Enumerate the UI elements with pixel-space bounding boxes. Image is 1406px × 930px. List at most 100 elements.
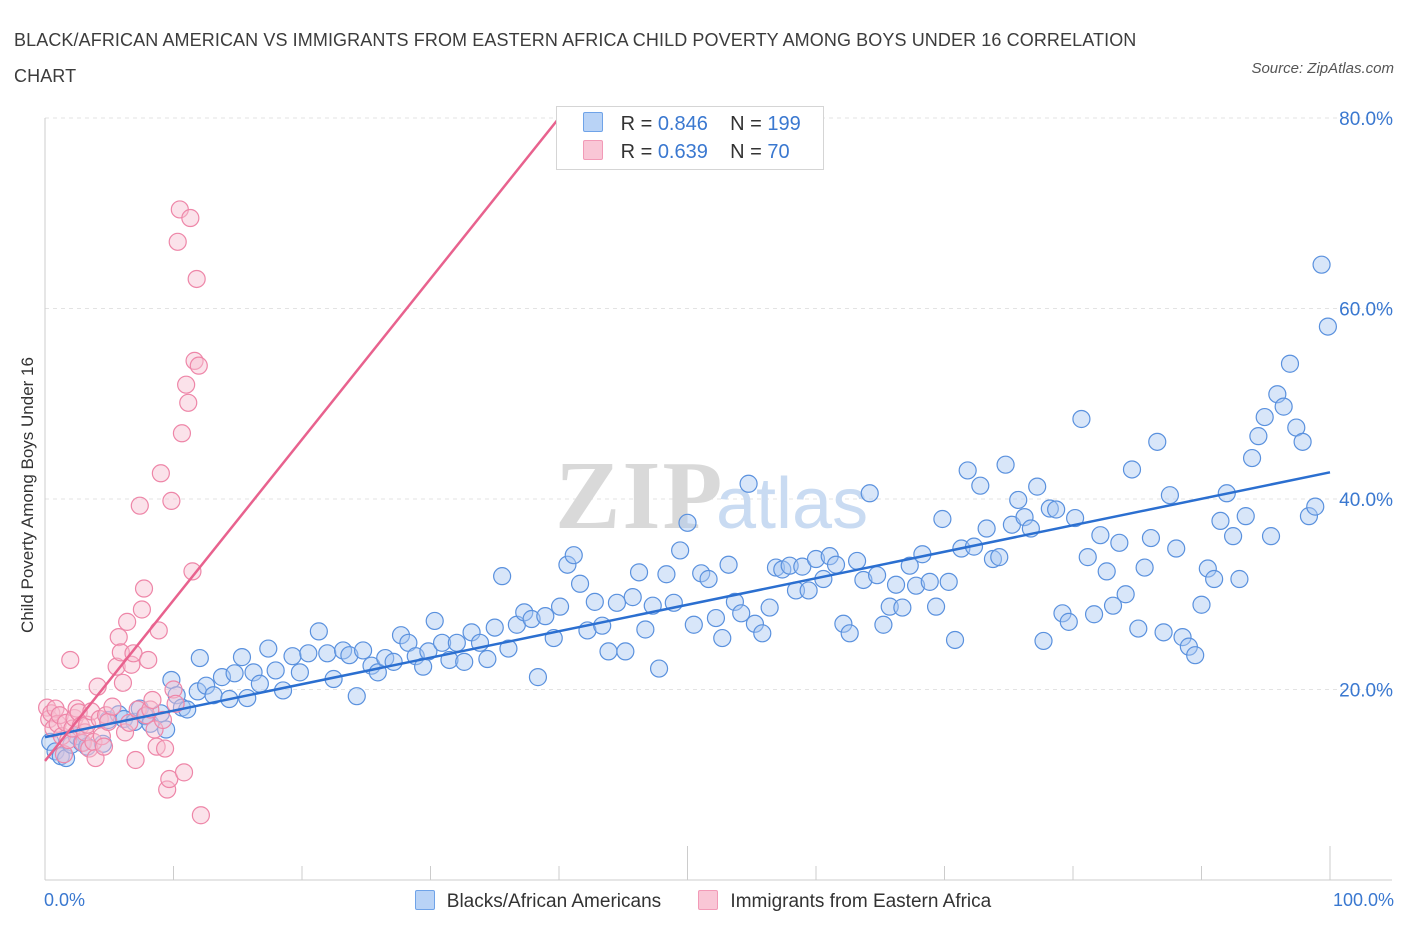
data-point: [753, 624, 772, 643]
data-point: [826, 555, 846, 574]
data-point: [793, 557, 812, 576]
data-point: [1274, 397, 1293, 416]
data-point: [585, 592, 604, 611]
data-point: [54, 745, 74, 764]
data-point: [166, 694, 185, 713]
data-point: [1141, 528, 1161, 548]
data-point: [1167, 539, 1186, 558]
data-point: [1034, 631, 1053, 651]
data-point: [623, 588, 642, 607]
svg-text:ZIP: ZIP: [555, 442, 724, 550]
data-point: [115, 723, 135, 742]
trend-line-immigrants: [44, 117, 560, 762]
data-point: [1040, 499, 1059, 518]
data-point: [61, 650, 80, 670]
data-point: [189, 356, 208, 375]
data-point: [678, 513, 697, 532]
data-point: [528, 668, 548, 687]
legend-n-label: N =: [730, 113, 762, 135]
data-point: [522, 609, 541, 629]
data-point: [971, 476, 990, 495]
data-point: [1110, 533, 1129, 552]
data-point: [309, 622, 328, 641]
data-point: [259, 639, 278, 658]
data-point: [1091, 526, 1110, 545]
data-point: [920, 572, 939, 591]
series-immigrants-points: [38, 200, 210, 825]
data-point: [179, 393, 198, 412]
data-point: [1122, 460, 1142, 479]
data-point: [1242, 448, 1262, 468]
data-point: [806, 549, 826, 569]
data-point: [713, 628, 732, 648]
series-legend: Blacks/African Americans Immigrants from…: [0, 890, 1406, 913]
data-point: [906, 576, 926, 595]
data-point: [1280, 354, 1300, 373]
data-point: [1223, 527, 1243, 546]
data-point: [629, 563, 649, 582]
data-point: [886, 575, 906, 594]
x-tick-label-min: 0.0%: [44, 890, 86, 910]
data-point: [107, 657, 126, 676]
data-point: [151, 464, 170, 483]
data-point: [958, 461, 977, 480]
data-point: [94, 737, 114, 756]
data-point: [109, 628, 128, 647]
svg-text:atlas: atlas: [716, 464, 868, 544]
source-note: Source: ZipAtlas.com: [1251, 60, 1394, 77]
data-point: [599, 642, 618, 661]
series-legend-swatch-pink: [698, 890, 719, 910]
legend-swatch-pink: [583, 140, 603, 160]
data-point: [113, 673, 133, 692]
watermark: ZIP atlas: [555, 442, 868, 550]
data-point: [1198, 559, 1217, 578]
data-point: [657, 565, 676, 584]
legend-n-value-blue: 199: [767, 113, 801, 135]
data-point: [347, 687, 366, 706]
x-tick-label-max: 100.0%: [1332, 890, 1394, 910]
data-point: [181, 208, 200, 228]
data-point: [447, 633, 466, 652]
data-point: [1255, 407, 1274, 427]
data-point: [485, 618, 504, 637]
data-point: [867, 566, 887, 585]
data-point: [766, 558, 786, 577]
data-point: [933, 509, 952, 529]
legend-r-label: R =: [620, 113, 653, 135]
data-point: [132, 600, 152, 619]
data-point: [155, 739, 175, 758]
trend-line-blacks: [44, 471, 1331, 739]
data-point: [225, 664, 244, 683]
data-point: [499, 639, 518, 658]
data-point: [684, 615, 703, 634]
data-point: [283, 647, 302, 666]
data-point: [799, 581, 818, 600]
legend-n-value-pink: 70: [767, 141, 790, 163]
data-point: [232, 648, 252, 667]
data-point: [1129, 619, 1148, 638]
data-point: [290, 663, 309, 682]
data-point: [570, 574, 590, 593]
data-point: [636, 620, 655, 639]
data-point: [353, 641, 373, 660]
data-point: [874, 615, 893, 634]
legend-swatch-blue: [583, 112, 603, 132]
data-point: [190, 648, 209, 668]
data-point: [860, 484, 879, 503]
data-point: [996, 455, 1015, 474]
data-point: [153, 710, 173, 730]
data-point: [1059, 612, 1078, 631]
data-point: [1186, 646, 1205, 665]
data-point: [391, 626, 411, 645]
data-point: [419, 642, 438, 661]
data-point: [1066, 508, 1085, 528]
data-point: [926, 597, 946, 616]
data-point: [616, 642, 635, 661]
data-point: [593, 616, 612, 635]
y-tick-label: 20.0%: [1339, 681, 1393, 702]
data-point: [177, 375, 196, 394]
data-point: [197, 676, 216, 695]
data-point: [550, 597, 570, 616]
series-blacks-points: [41, 255, 1337, 768]
